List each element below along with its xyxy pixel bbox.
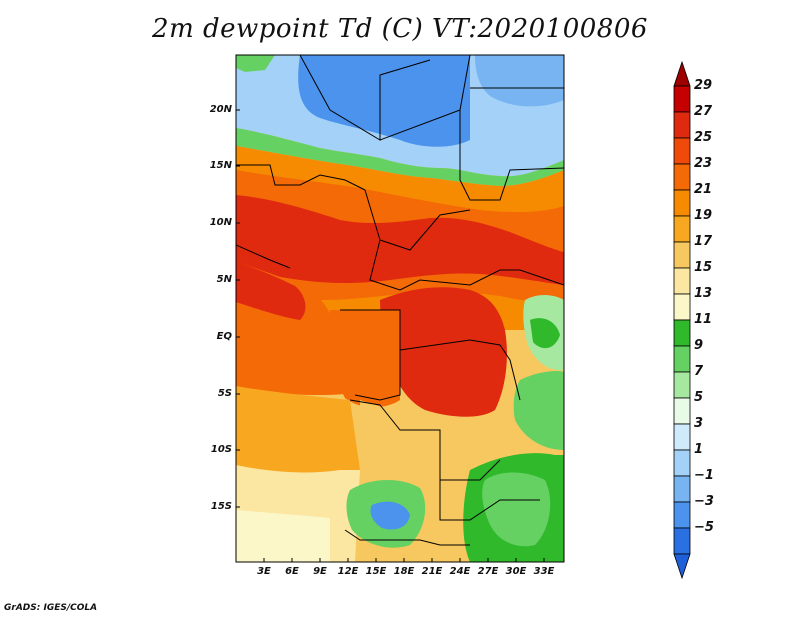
colorbar-swatch [673, 423, 691, 451]
colorbar-label: 13 [694, 286, 713, 301]
colorbar-swatch [673, 371, 691, 399]
colorbar-label: 5 [694, 390, 704, 405]
lat-label-eq: EQ [216, 331, 232, 342]
lat-label-5s: 5S [217, 388, 232, 399]
lon-label-27e: 27E [477, 566, 499, 577]
lat-label-10n: 10N [209, 217, 232, 228]
colorbar-swatch [673, 527, 691, 555]
lon-label-15e: 15E [365, 566, 387, 577]
lat-label-10s: 10S [210, 444, 232, 455]
colorbar-swatch [673, 449, 691, 477]
colorbar-label: 21 [694, 182, 713, 197]
colorbar-label: 7 [694, 364, 704, 379]
map-frame [235, 54, 565, 563]
colorbar-label: −3 [694, 494, 714, 509]
colorbar-label: 27 [694, 104, 713, 119]
lon-label-9e: 9E [313, 566, 327, 577]
lat-label-5n: 5N [216, 274, 232, 285]
lon-label-6e: 6E [285, 566, 299, 577]
colorbar-swatch [673, 501, 691, 529]
lon-label-21e: 21E [421, 566, 443, 577]
colorbar-swatch [673, 189, 691, 217]
colorbar-swatch [673, 163, 691, 191]
lon-label-12e: 12E [337, 566, 359, 577]
map-title: 2m dewpoint Td (C) VT:2020100806 [152, 14, 648, 44]
colorbar-bottom-arrow [673, 553, 691, 580]
lon-label-33e: 33E [533, 566, 555, 577]
colorbar-label: 11 [694, 312, 713, 327]
colorbar-swatch [673, 319, 691, 347]
colorbar-label: 15 [694, 260, 713, 275]
colorbar-swatch [673, 111, 691, 139]
colorbar-label: 9 [694, 338, 704, 353]
colorbar-swatch [673, 137, 691, 165]
colorbar-top-arrow [673, 60, 691, 87]
colorbar-swatch [673, 241, 691, 269]
colorbar-label: −1 [694, 468, 714, 483]
colorbar-swatch [673, 215, 691, 243]
colorbar-label: 25 [694, 130, 713, 145]
lon-label-30e: 30E [505, 566, 527, 577]
dewpoint-field [236, 55, 564, 562]
lon-label-18e: 18E [393, 566, 415, 577]
lon-label-24e: 24E [449, 566, 471, 577]
colorbar [673, 60, 691, 580]
credit-text: GrADS: IGES/COLA [4, 603, 98, 613]
colorbar-label: −5 [694, 520, 714, 535]
lat-label-15n: 15N [209, 160, 232, 171]
colorbar-label: 19 [694, 208, 713, 223]
lat-label-20n: 20N [209, 104, 232, 115]
colorbar-label: 17 [694, 234, 713, 249]
colorbar-label: 29 [694, 78, 713, 93]
colorbar-swatch [673, 267, 691, 295]
colorbar-swatch [673, 85, 691, 113]
colorbar-swatch [673, 345, 691, 373]
colorbar-swatch [673, 397, 691, 425]
colorbar-label: 23 [694, 156, 713, 171]
colorbar-label: 1 [694, 442, 704, 457]
colorbar-label: 3 [694, 416, 704, 431]
colorbar-swatch [673, 475, 691, 503]
colorbar-swatch [673, 293, 691, 321]
lon-label-3e: 3E [257, 566, 271, 577]
lat-label-15s: 15S [210, 501, 232, 512]
